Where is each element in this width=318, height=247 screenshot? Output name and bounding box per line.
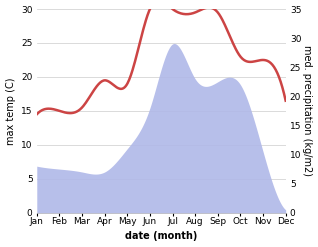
Y-axis label: max temp (C): max temp (C) — [5, 77, 16, 145]
X-axis label: date (month): date (month) — [125, 231, 197, 242]
Y-axis label: med. precipitation (kg/m2): med. precipitation (kg/m2) — [302, 45, 313, 176]
